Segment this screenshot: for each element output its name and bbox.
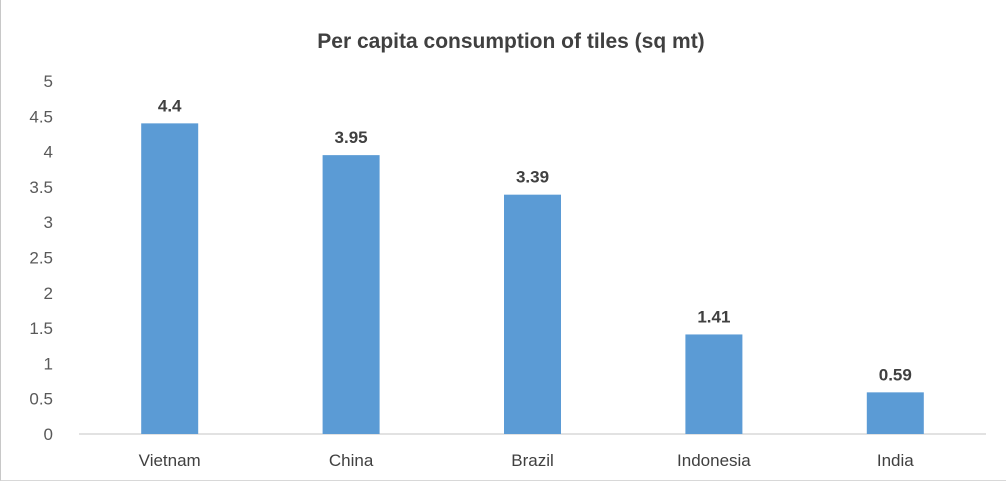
data-label: 3.39 <box>516 168 549 187</box>
x-tick-label: Brazil <box>511 451 554 470</box>
y-tick-label: 0.5 <box>29 390 53 409</box>
y-tick-label: 3.5 <box>29 178 53 197</box>
y-tick-label: 2.5 <box>29 249 53 268</box>
y-tick-label: 4.5 <box>29 107 53 126</box>
data-label: 1.41 <box>697 307 730 326</box>
x-tick-label: China <box>329 451 374 470</box>
data-label: 4.4 <box>158 96 182 115</box>
data-label: 3.95 <box>335 128 368 147</box>
y-tick-label: 1 <box>44 354 53 373</box>
chart-title: Per capita consumption of tiles (sq mt) <box>317 30 704 53</box>
bar-series <box>141 123 924 435</box>
x-tick-label: Indonesia <box>677 451 751 470</box>
bar-indonesia <box>685 334 743 434</box>
y-tick-label: 4 <box>44 143 53 162</box>
bar-india <box>866 392 924 434</box>
y-tick-label: 0 <box>44 425 53 444</box>
y-tick-label: 2 <box>44 284 53 303</box>
data-label: 0.59 <box>879 365 912 384</box>
bar-china <box>322 155 380 434</box>
data-labels: 4.4 3.95 3.39 1.41 0.59 <box>158 96 912 384</box>
y-axis: 0 0.5 1 1.5 2 2.5 3 3.5 4 4.5 5 <box>29 72 53 444</box>
y-tick-label: 1.5 <box>29 319 53 338</box>
y-tick-label: 5 <box>44 72 53 91</box>
bar-brazil <box>504 194 561 434</box>
x-tick-label: Vietnam <box>139 451 201 470</box>
x-tick-label: India <box>877 451 914 470</box>
x-axis: Vietnam China Brazil Indonesia India <box>79 433 986 470</box>
y-tick-label: 3 <box>44 213 53 232</box>
bar-vietnam <box>141 123 199 435</box>
